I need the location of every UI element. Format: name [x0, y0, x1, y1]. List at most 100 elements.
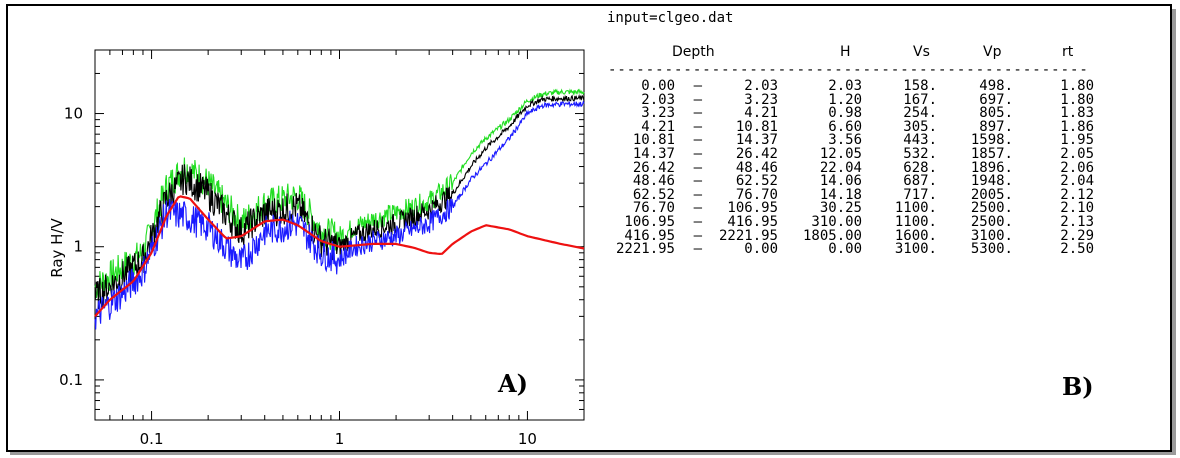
- vp-value-cell: 3100.: [970, 227, 1013, 244]
- thickness-cell: 22.04: [819, 159, 862, 176]
- vp-value-cell: 1948.: [970, 173, 1013, 190]
- vs-value-cell: 687.: [903, 173, 937, 190]
- vs-value-cell: 1100.: [894, 213, 937, 230]
- thickness-cell: 12.05: [819, 145, 862, 162]
- column-rt-value: 1.80 1.80 1.83 1.86 1.95 2.05 2.06 2.04 2.12 2.10…: [1060, 78, 1094, 258]
- rt-value-cell: 2.06: [1060, 159, 1094, 176]
- vp-value-cell: 2500.: [970, 200, 1013, 217]
- depth-dash-cell: –: [693, 200, 702, 217]
- depth-top-cell: 2.03: [641, 91, 675, 108]
- depth-bottom-cell: 2221.95: [718, 227, 778, 244]
- depth-bottom-cell: 62.52: [735, 173, 778, 190]
- column-vs-value: 158. 167. 254. 305. 443. 532. 628. 687. 717. 1100…: [894, 78, 937, 258]
- depth-top-cell: 3.23: [641, 105, 675, 122]
- depth-top-cell: 48.46: [632, 173, 675, 190]
- rt-value-cell: 1.86: [1060, 118, 1094, 135]
- header-h: H: [840, 44, 851, 60]
- vs-value-cell: 254.: [903, 105, 937, 122]
- depth-top-cell: 26.42: [632, 159, 675, 176]
- vs-value-cell: 305.: [903, 118, 937, 135]
- thickness-cell: 1805.00: [802, 227, 862, 244]
- vs-value-cell: 532.: [903, 145, 937, 162]
- header-separator: ----------------------------------------…: [608, 62, 1089, 78]
- depth-dash-cell: –: [693, 132, 702, 149]
- vp-value-cell: 498.: [979, 78, 1013, 94]
- depth-dash-cell: –: [693, 145, 702, 162]
- x-tick-label: 10: [518, 430, 537, 448]
- depth-bottom-cell: 416.95: [727, 213, 778, 230]
- rt-value-cell: 1.80: [1060, 91, 1094, 108]
- vp-value-cell: 897.: [979, 118, 1013, 135]
- series-green-line: [94, 88, 585, 299]
- depth-bottom-cell: 14.37: [735, 132, 778, 149]
- rt-value-cell: 2.05: [1060, 145, 1094, 162]
- vs-value-cell: 628.: [903, 159, 937, 176]
- depth-dash-cell: –: [693, 159, 702, 176]
- depth-top-cell: 2221.95: [615, 241, 675, 258]
- rt-value-cell: 2.10: [1060, 200, 1094, 217]
- header-vp: Vp: [983, 44, 1002, 60]
- depth-dash-cell: –: [693, 186, 702, 203]
- depth-top-cell: 76.70: [632, 200, 675, 217]
- depth-top-cell: 4.21: [641, 118, 675, 135]
- depth-bottom-cell: 0.00: [744, 241, 778, 258]
- thickness-cell: 0.00: [828, 241, 862, 258]
- y-axis-label: Ray H/V: [48, 218, 66, 278]
- column-vp-value: 498. 697. 805. 897. 1598. 1857. 1896. 1948. 2005…: [970, 78, 1013, 258]
- rt-value-cell: 1.80: [1060, 78, 1094, 94]
- depth-dash-cell: –: [693, 105, 702, 122]
- vs-value-cell: 158.: [903, 78, 937, 94]
- vs-value-cell: 443.: [903, 132, 937, 149]
- rt-value-cell: 1.95: [1060, 132, 1094, 149]
- vp-value-cell: 2500.: [970, 213, 1013, 230]
- rt-value-cell: 2.13: [1060, 213, 1094, 230]
- x-tick-label: 1: [335, 430, 345, 448]
- thickness-cell: 6.60: [828, 118, 862, 135]
- column-thickness: 2.03 1.20 0.98 6.60 3.56 12.05 22.04 14.06 14.18…: [802, 79, 862, 258]
- depth-bottom-cell: 3.23: [744, 91, 778, 108]
- thickness-cell: 30.25: [819, 200, 862, 217]
- thickness-cell: 3.56: [828, 132, 862, 149]
- depth-bottom-cell: 76.70: [735, 186, 778, 203]
- thickness-cell: 0.98: [828, 105, 862, 122]
- rt-value-cell: 2.04: [1060, 173, 1094, 190]
- thickness-cell: 14.18: [819, 186, 862, 203]
- vp-value-cell: 805.: [979, 105, 1013, 122]
- vp-value-cell: 1857.: [970, 145, 1013, 162]
- column-depth-bottom: 2.03 3.23 4.21 10.81 14.37 26.42 48.46 62.52 76.…: [718, 78, 778, 258]
- vp-value-cell: 5300.: [970, 241, 1013, 258]
- depth-bottom-cell: 4.21: [744, 105, 778, 122]
- depth-bottom-cell: 2.03: [744, 78, 778, 94]
- plot-area: 0.1 1 10 0.1 1 10: [59, 49, 585, 448]
- rt-value-cell: 2.12: [1060, 186, 1094, 203]
- y-tick-label: 10: [64, 105, 83, 123]
- depth-dash-cell: –: [693, 173, 702, 190]
- depth-bottom-cell: 26.42: [735, 145, 778, 162]
- series-black-line: [94, 94, 585, 310]
- vs-value-cell: 167.: [903, 91, 937, 108]
- y-tick-label: 0.1: [59, 371, 83, 389]
- vp-value-cell: 1896.: [970, 159, 1013, 176]
- vs-value-cell: 3100.: [894, 241, 937, 258]
- input-file-line: input=clgeo.dat: [607, 10, 734, 26]
- depth-dash-cell: –: [693, 118, 702, 135]
- depth-dash-cell: –: [693, 241, 702, 258]
- depth-dash-cell: –: [693, 78, 702, 94]
- depth-dash-cell: –: [693, 91, 702, 108]
- depth-top-cell: 106.95: [624, 213, 675, 230]
- series-red-line: [94, 195, 585, 318]
- rt-value-cell: 2.50: [1060, 241, 1094, 258]
- thickness-cell: 1.20: [828, 91, 862, 108]
- header-depth: Depth: [672, 44, 715, 60]
- column-depth-top: 0.00 2.03 3.23 4.21 10.81 14.37 26.42 48.46 62.5…: [615, 79, 675, 258]
- panel-label-a: A): [497, 369, 528, 398]
- vp-value-cell: 1598.: [970, 132, 1013, 149]
- rt-value-cell: 1.83: [1060, 105, 1094, 122]
- vs-value-cell: 717.: [903, 186, 937, 203]
- rt-value-cell: 2.29: [1060, 227, 1094, 244]
- depth-bottom-cell: 106.95: [727, 200, 778, 217]
- depth-top-cell: 10.81: [632, 132, 675, 149]
- vp-value-cell: 697.: [979, 91, 1013, 108]
- depth-bottom-cell: 10.81: [735, 118, 778, 135]
